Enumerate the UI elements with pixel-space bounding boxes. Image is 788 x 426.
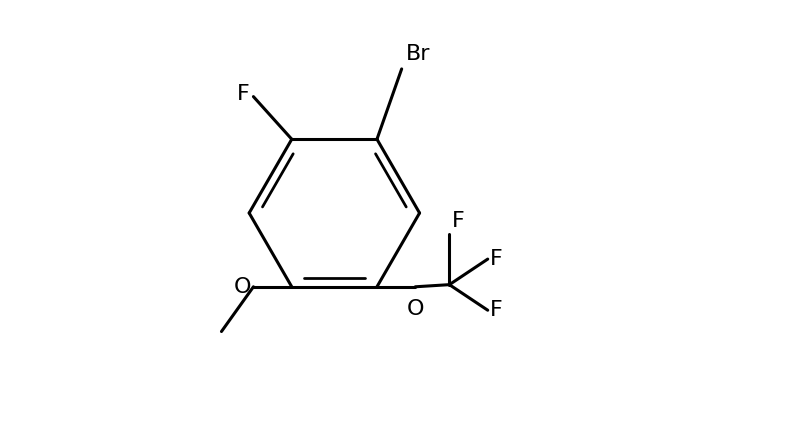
Text: Br: Br bbox=[406, 44, 430, 64]
Text: O: O bbox=[407, 299, 424, 319]
Text: F: F bbox=[490, 249, 503, 269]
Text: F: F bbox=[452, 211, 464, 231]
Text: O: O bbox=[233, 277, 251, 297]
Text: F: F bbox=[236, 84, 249, 104]
Text: F: F bbox=[490, 300, 503, 320]
